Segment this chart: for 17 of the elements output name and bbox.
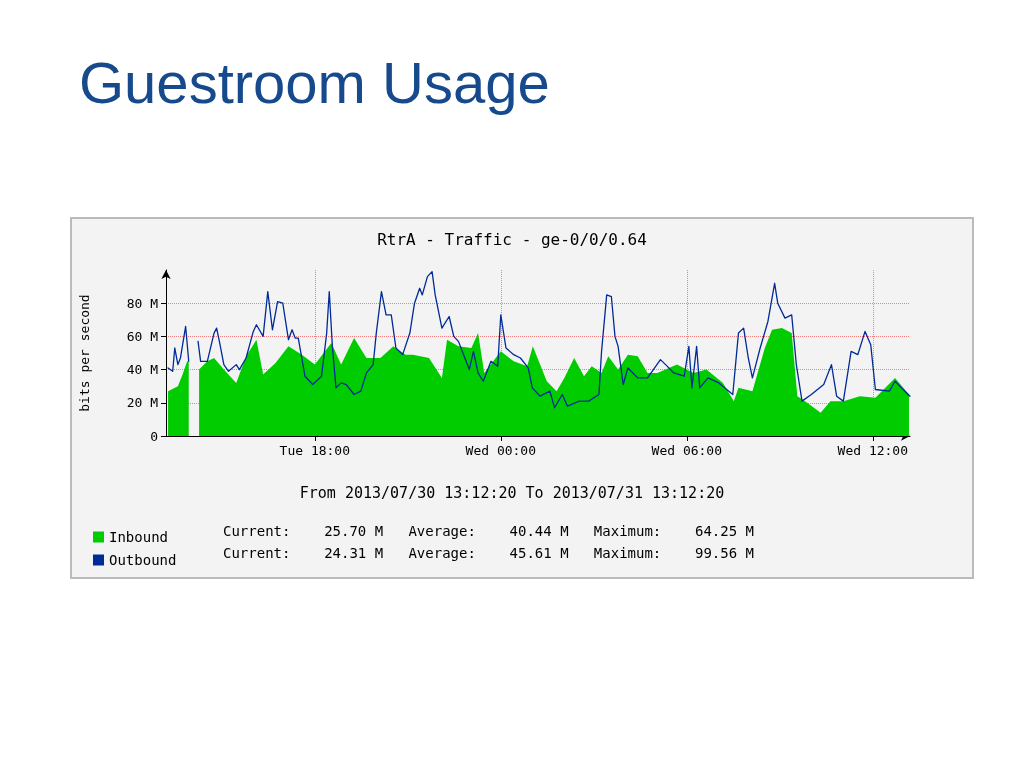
x-tick-label: Wed 00:00 [465,443,537,458]
chart-subtitle: RtrA - Traffic - ge-0/0/0.64 [377,229,647,249]
chart-title: Guestroom Usage [79,49,550,115]
y-axis-title: bits per second [77,294,92,412]
y-tick-label: 80 M [126,295,159,311]
legend-label: Inbound [109,529,169,545]
x-tick-label: Wed 12:00 [837,443,909,458]
text: From 2013/07/30 13:12:20 To 2013/07/31 13:12:20 [299,483,725,502]
text: Current: 24.31 M Average: 45.61 M Maximum: 99.56 M [223,545,755,561]
y-tick-label: 60 M [126,328,159,344]
y-tick-label: 20 M [126,395,159,411]
y-tick-label: 0 [150,428,158,444]
text: Current: 25.70 M Average: 40.44 M Maximum: 64.25 M [223,523,755,539]
x-tick-label: Wed 06:00 [651,443,723,458]
y-tick-label: 40 M [126,362,159,378]
legend-label: Outbound [109,552,177,568]
x-tick-label: Tue 18:00 [279,443,351,458]
